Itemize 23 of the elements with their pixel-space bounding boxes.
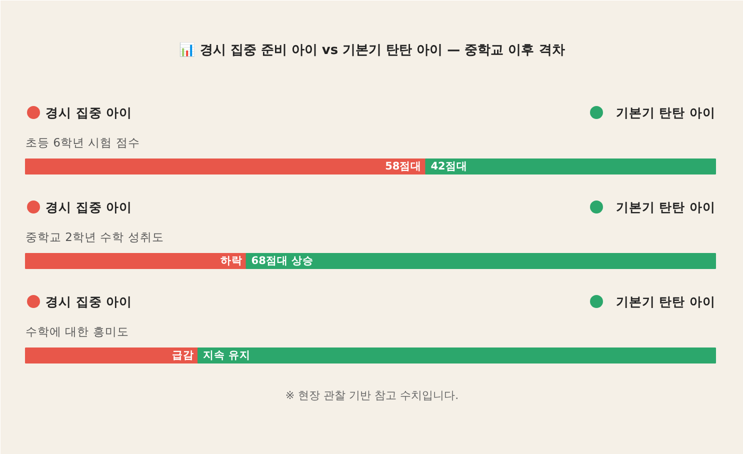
data-label: 58점대 bbox=[385, 160, 422, 172]
text: 기본기 탄탄 아이 bbox=[616, 105, 716, 120]
bar bbox=[425, 158, 716, 174]
bar bbox=[25, 348, 198, 364]
bar bbox=[25, 158, 426, 174]
text: 기본기 탄탄 아이 bbox=[616, 294, 716, 309]
bar bbox=[198, 348, 716, 364]
y-tick-label: 중학교 2학년 수학 성취도 bbox=[26, 230, 164, 244]
data-label: 급감 bbox=[172, 350, 194, 362]
y-tick-label: 초등 6학년 시험 점수 bbox=[26, 136, 140, 150]
bar bbox=[25, 253, 247, 269]
data-label: 하락 bbox=[220, 255, 242, 267]
legend-label: 기본기 탄탄 아이 bbox=[616, 200, 716, 214]
data-label: 68점대 상승 bbox=[251, 255, 314, 267]
bar bbox=[246, 253, 716, 269]
chart-title: 📊 경시 집중 준비 아이 vs 기본기 탄탄 아이 — 중학교 이후 격차 bbox=[179, 42, 565, 58]
text: 경시 집중 아이 bbox=[46, 105, 132, 120]
y-tick-label: 수학에 대한 흥미도 bbox=[26, 324, 129, 338]
text: 경시 집중 아이 bbox=[46, 294, 132, 309]
legend-label: 경시 집중 아이 bbox=[46, 200, 132, 214]
data-label: 지속 유지 bbox=[202, 350, 251, 362]
text: ※ 현장 관찰 기반 참고 수치입니다. bbox=[285, 389, 459, 402]
data-label: 42점대 bbox=[430, 160, 468, 172]
